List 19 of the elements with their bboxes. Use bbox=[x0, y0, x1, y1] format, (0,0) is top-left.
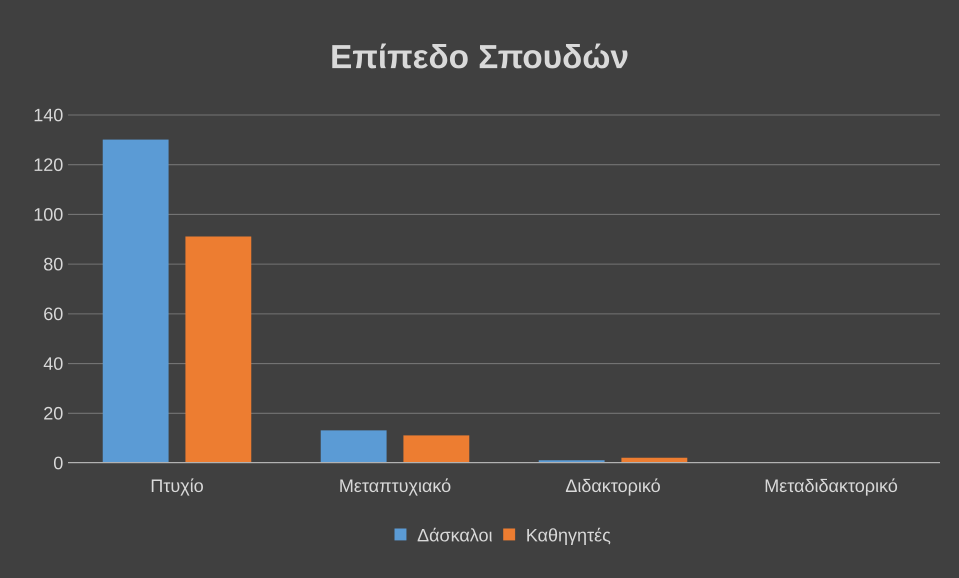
bar bbox=[403, 435, 470, 463]
chart-title: Επίπεδο Σπουδών bbox=[332, 44, 628, 68]
bar bbox=[102, 140, 169, 463]
x-tick-label: Μεταδιδακτορικό bbox=[766, 478, 898, 496]
y-tick-label: 0 bbox=[54, 456, 63, 470]
y-tick-label: 40 bbox=[44, 357, 63, 370]
y-tick-label: 120 bbox=[34, 158, 63, 172]
y-tick-label: 140 bbox=[34, 108, 63, 122]
legend-label: Δάσκαλοι bbox=[418, 528, 492, 542]
x-tick-label: Μεταπτυχιακό bbox=[340, 478, 450, 496]
legend-label: Καθηγητές bbox=[527, 528, 610, 546]
y-tick-label: 20 bbox=[44, 406, 63, 420]
x-tick-label: Πτυχίο bbox=[152, 478, 203, 496]
bar bbox=[320, 430, 387, 463]
y-tick-label: 100 bbox=[34, 208, 63, 221]
y-tick-label: 80 bbox=[44, 258, 63, 271]
y-tick-label: 60 bbox=[44, 307, 63, 320]
x-tick-label: Διδακτορικό bbox=[566, 478, 660, 496]
bar bbox=[185, 236, 252, 463]
